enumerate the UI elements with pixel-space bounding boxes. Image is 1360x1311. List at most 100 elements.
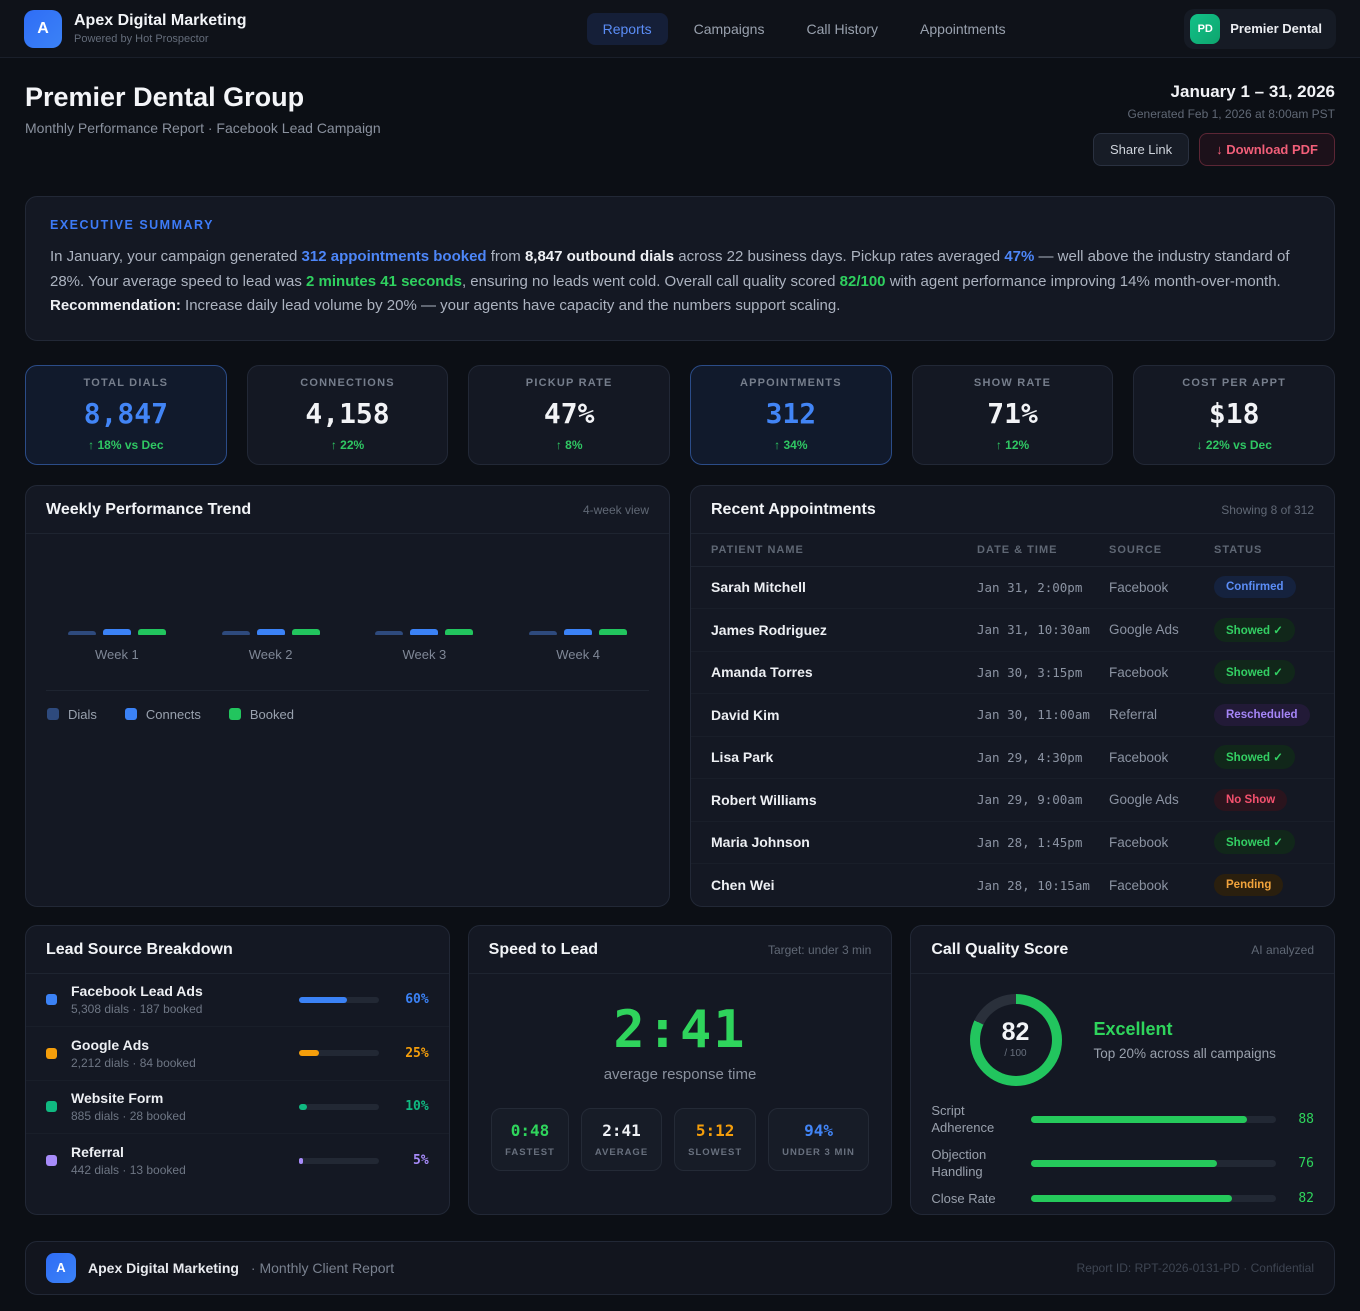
kpi-label: TOTAL DIALS	[83, 377, 169, 389]
legend-swatch-connects	[124, 708, 137, 720]
source-stats: 5,308 dials · 187 booked	[71, 1002, 203, 1017]
status-badge: Confirmed	[1214, 576, 1296, 599]
kpi-label: APPOINTMENTS	[739, 377, 842, 389]
nav-tab-appointments[interactable]: Appointments	[920, 20, 1006, 37]
chart-legend: Dials Connects Booked	[26, 691, 669, 738]
source-stats: 885 dials · 28 booked	[71, 1109, 186, 1124]
footer-brand: Apex Digital Marketing	[88, 1259, 239, 1276]
patient-name: Chen Wei	[711, 877, 775, 894]
source-percent: 5%	[413, 1153, 429, 1169]
client-name: Premier Dental	[1230, 21, 1322, 36]
summary-segment: Increase daily lead volume by 20% — your…	[180, 297, 841, 314]
week-group: Week 4	[513, 628, 643, 662]
bar-booked	[445, 628, 474, 635]
appointment-row: Chen Wei Jan 28, 10:15am Facebook Pendin…	[691, 864, 1334, 906]
source-progress-fill	[298, 996, 347, 1003]
legend-item-dials: Dials	[47, 707, 97, 722]
recent-appointments-panel: Recent Appointments Showing 8 of 312 PAT…	[690, 484, 1335, 907]
share-link-button[interactable]: Share Link	[1093, 133, 1190, 166]
metric-track	[1031, 1159, 1277, 1167]
week-label: Week 1	[94, 646, 139, 662]
appointment-source: Facebook	[1109, 664, 1169, 680]
bar-connects	[564, 628, 593, 635]
summary-segment-recommendation: Recommendation:	[50, 297, 181, 314]
stat-label: SLOWEST	[688, 1146, 743, 1158]
source-percent: 10%	[405, 1099, 429, 1115]
bar-booked	[291, 628, 320, 635]
bar-dials	[375, 630, 404, 635]
appointment-row: Maria Johnson Jan 28, 1:45pm Facebook Sh…	[691, 822, 1334, 864]
appointment-source: Facebook	[1109, 834, 1169, 850]
summary-segment-pickup: 47%	[1004, 248, 1035, 265]
legend-label: Connects	[145, 706, 201, 722]
speed-stat-fastest: 0:48 FASTEST	[491, 1107, 569, 1171]
source-progress-track	[298, 1050, 379, 1057]
patient-name: Robert Williams	[711, 791, 817, 808]
metric-label: Objection Handling	[931, 1146, 987, 1180]
kpi-delta: ↑ 18% vs Dec	[88, 438, 164, 452]
appointment-row: James Rodriguez Jan 31, 10:30am Google A…	[691, 609, 1334, 652]
executive-summary-text: In January, your campaign generated 312 …	[50, 245, 1310, 319]
status-badge: Showed ✓	[1214, 830, 1295, 855]
source-progress-fill	[298, 1157, 303, 1164]
quality-metric-row: Objection Handling 76	[931, 1146, 1314, 1181]
source-color-dot	[46, 994, 57, 1006]
appointment-source: Google Ads	[1109, 792, 1179, 808]
appointment-datetime: Jan 29, 9:00am	[977, 792, 1083, 808]
summary-segment-quality: 82/100	[839, 272, 886, 290]
kpi-value: 71%	[987, 397, 1038, 430]
kpi-label: SHOW RATE	[973, 377, 1052, 389]
executive-summary-heading: EXECUTIVE SUMMARY	[50, 218, 214, 232]
metric-label: Script Adherence	[931, 1102, 995, 1136]
appointment-datetime: Jan 30, 11:00am	[977, 707, 1090, 723]
weekly-trend-title: Weekly Performance Trend	[46, 500, 252, 518]
main-nav: Reports Campaigns Call History Appointme…	[424, 12, 1184, 45]
summary-segment-appointments: 312 appointments booked	[301, 248, 487, 265]
bar-connects	[102, 628, 131, 635]
stat-label: FASTEST	[505, 1146, 555, 1158]
appointment-datetime: Jan 28, 1:45pm	[977, 834, 1083, 850]
patient-name: David Kim	[711, 706, 780, 723]
status-badge: Showed ✓	[1214, 745, 1295, 770]
metric-label: Close Rate	[931, 1190, 996, 1206]
legend-swatch-booked	[228, 708, 241, 720]
source-progress-fill	[298, 1103, 307, 1110]
kpi-card-total-dials: TOTAL DIALS 8,847 ↑ 18% vs Dec	[25, 364, 227, 465]
status-badge: Showed ✓	[1214, 617, 1295, 642]
nav-tab-reports[interactable]: Reports	[586, 12, 668, 45]
appointment-source: Google Ads	[1109, 622, 1179, 638]
brand-tagline: Powered by Hot Prospector	[74, 33, 209, 45]
stat-label: AVERAGE	[594, 1146, 649, 1158]
speed-stat-slowest: 5:12 SLOWEST	[674, 1107, 757, 1171]
apex-logo-icon: A	[24, 9, 62, 48]
appointment-row: Amanda Torres Jan 30, 3:15pm Facebook Sh…	[691, 652, 1334, 694]
kpi-value: 8,847	[83, 397, 168, 430]
appointment-source: Referral	[1109, 707, 1158, 723]
download-pdf-button[interactable]: ↓ Download PDF	[1199, 133, 1335, 166]
stat-value: 2:41	[602, 1120, 641, 1140]
lead-source-row: Referral 442 dials · 13 booked 5%	[26, 1134, 449, 1188]
kpi-card-pickup-rate: PICKUP RATE 47% ↑ 8%	[468, 364, 671, 465]
column-header-datetime: DATE & TIME	[977, 543, 1058, 556]
week-label: Week 4	[556, 646, 601, 662]
kpi-label: CONNECTIONS	[300, 377, 395, 389]
appointment-row: Sarah Mitchell Jan 31, 2:00pm Facebook C…	[691, 567, 1334, 609]
brand-block: A Apex Digital Marketing Powered by Hot …	[24, 9, 424, 48]
stat-label: UNDER 3 MIN	[782, 1146, 855, 1158]
nav-tab-call-history[interactable]: Call History	[806, 20, 879, 37]
summary-segment-dials: 8,847 outbound dials	[524, 248, 675, 265]
appointments-table-header: PATIENT NAME DATE & TIME SOURCE STATUS	[691, 534, 1334, 567]
source-color-dot	[46, 1101, 57, 1113]
bar-dials	[221, 630, 250, 635]
metric-fill	[1031, 1194, 1232, 1202]
page-subtitle: Monthly Performance Report · Facebook Le…	[25, 120, 381, 136]
kpi-row: TOTAL DIALS 8,847 ↑ 18% vs Dec CONNECTIO…	[25, 364, 1336, 465]
kpi-delta: ↑ 8%	[555, 438, 583, 452]
column-header-patient: PATIENT NAME	[711, 543, 804, 556]
kpi-label: PICKUP RATE	[525, 377, 613, 389]
stat-value: 5:12	[695, 1120, 735, 1140]
nav-tab-campaigns[interactable]: Campaigns	[693, 20, 765, 37]
kpi-card-appointments: APPOINTMENTS 312 ↑ 34%	[690, 364, 892, 465]
client-switcher[interactable]: PD Premier Dental	[1184, 8, 1336, 49]
average-response-time-caption: average response time	[603, 1065, 757, 1083]
